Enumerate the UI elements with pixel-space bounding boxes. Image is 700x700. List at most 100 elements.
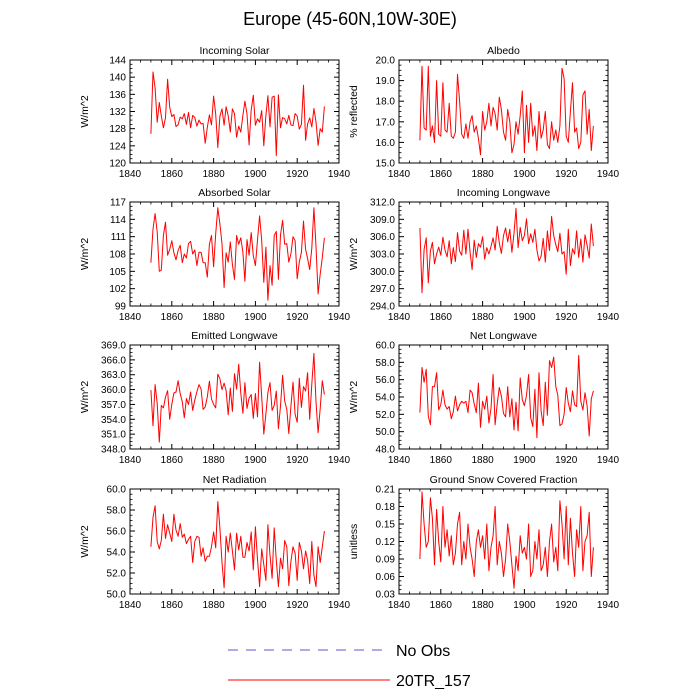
- panel-3-ytick-label: 108: [109, 250, 126, 261]
- panel-6-xtick-label: 1880: [471, 455, 494, 466]
- panel-2-ytick-label: 16.0: [376, 138, 396, 149]
- panel-2-xtick-label: 1880: [471, 169, 494, 180]
- panel-3-xtick-label: 1900: [244, 312, 267, 323]
- panel-4-ytick-label: 294.0: [370, 302, 395, 313]
- panel-6-series-line: [419, 354, 594, 439]
- panel-1-xtick-label: 1860: [161, 169, 184, 180]
- panel-6-xtick-label: 1860: [430, 455, 453, 466]
- panel-8-xtick-label: 1860: [430, 600, 453, 611]
- panel-1-xtick-label: 1920: [286, 169, 309, 180]
- panel-4-ytick-label: 309.0: [370, 215, 395, 226]
- panel-5-ytick-label: 351.0: [101, 430, 126, 441]
- panel-4-ytick-label: 312.0: [370, 198, 395, 209]
- panel-6-ylabel: W/m^2: [348, 381, 360, 414]
- panel-3-title: Absorbed Solar: [198, 187, 271, 199]
- panel-1-ytick-label: 132: [109, 107, 126, 118]
- panel-7-ytick-label: 50.0: [107, 590, 127, 601]
- panel-4-series-line: [419, 207, 594, 294]
- panel-3-xtick-label: 1840: [119, 312, 142, 323]
- panel-6-xtick-label: 1940: [597, 455, 620, 466]
- panel-6-xtick-label: 1900: [513, 455, 536, 466]
- panel-5-ylabel: W/m^2: [79, 381, 91, 414]
- panel-8-title: Ground Snow Covered Fraction: [430, 474, 578, 486]
- panel-4-ylabel: W/m^2: [348, 238, 360, 271]
- panel-4-xtick-label: 1940: [597, 312, 620, 323]
- panel-7-ytick-label: 54.0: [107, 548, 127, 559]
- panel-3-xtick-label: 1920: [286, 312, 309, 323]
- panel-8-ytick-label: 0.09: [376, 555, 396, 566]
- panel-7-xtick-label: 1900: [244, 600, 267, 611]
- page-title: Europe (45-60N,10W-30E): [243, 9, 457, 29]
- panel-1-xtick-label: 1840: [119, 169, 142, 180]
- panel-8-ytick-label: 0.03: [376, 590, 396, 601]
- panel-7-ylabel: W/m^2: [79, 525, 91, 558]
- panel-4-ytick-label: 303.0: [370, 250, 395, 261]
- panel-1-title: Incoming Solar: [199, 45, 270, 57]
- panel-2-series-line: [419, 65, 594, 156]
- panel-3-xtick-label: 1940: [328, 312, 351, 323]
- panel-5-xtick-label: 1940: [328, 455, 351, 466]
- panel-2-xtick-label: 1840: [388, 169, 411, 180]
- panel-7-ytick-label: 60.0: [107, 485, 127, 496]
- panel-5-ytick-label: 357.0: [101, 400, 126, 411]
- panel-4-title: Incoming Longwave: [457, 187, 551, 199]
- panel-3-ytick-label: 111: [111, 232, 127, 243]
- panel-2-frame: [398, 59, 609, 164]
- panel-4-xtick-label: 1900: [513, 312, 536, 323]
- panel-8-ytick-label: 0.21: [376, 485, 396, 496]
- panel-1-frame: [129, 59, 340, 164]
- panel-1-ylabel: W/m^2: [79, 95, 91, 128]
- panel-3-ytick-label: 99: [115, 302, 127, 313]
- legend-label-2: 20TR_157: [396, 673, 471, 690]
- panel-5-ytick-label: 366.0: [101, 355, 126, 366]
- panel-7-ytick-label: 52.0: [107, 569, 127, 580]
- panel-6-xtick-label: 1920: [555, 455, 578, 466]
- panel-8-xtick-label: 1900: [513, 600, 536, 611]
- panel-6-ytick-label: 50.0: [376, 427, 396, 438]
- panel-5-xtick-label: 1900: [244, 455, 267, 466]
- panel-1-ytick-label: 140: [109, 73, 126, 84]
- panel-1-series-line: [150, 71, 325, 157]
- panel-6-ytick-label: 52.0: [376, 410, 396, 421]
- panel-6-xtick-label: 1840: [388, 455, 411, 466]
- panel-3-frame: [129, 201, 340, 307]
- panel-5-series-line: [150, 352, 325, 443]
- panel-3-xtick-label: 1880: [202, 312, 225, 323]
- panel-2-xtick-label: 1900: [513, 169, 536, 180]
- panel-3-ylabel: W/m^2: [79, 238, 91, 271]
- panel-2-ylabel: % reflected: [348, 85, 360, 138]
- panel-1-xtick-label: 1880: [202, 169, 225, 180]
- panel-5-xtick-label: 1840: [119, 455, 142, 466]
- panel-3-ytick-label: 102: [109, 284, 126, 295]
- panel-7-xtick-label: 1920: [286, 600, 309, 611]
- panel-7-ytick-label: 58.0: [107, 506, 127, 517]
- panel-5-xtick-label: 1920: [286, 455, 309, 466]
- panel-7-xtick-label: 1880: [202, 600, 225, 611]
- panel-5-ytick-label: 369.0: [101, 341, 126, 352]
- panel-8-ytick-label: 0.06: [376, 572, 396, 583]
- panel-2-xtick-label: 1940: [597, 169, 620, 180]
- panel-2-xtick-label: 1860: [430, 169, 453, 180]
- panel-7-ytick-label: 56.0: [107, 527, 127, 538]
- panel-3-ytick-label: 117: [110, 198, 126, 209]
- panel-7-title: Net Radiation: [203, 474, 267, 486]
- panel-2-ytick-label: 18.0: [376, 97, 396, 108]
- panel-8-xtick-label: 1940: [597, 600, 620, 611]
- panel-8-ytick-label: 0.12: [376, 537, 396, 548]
- panel-7-xtick-label: 1940: [328, 600, 351, 611]
- panel-4-xtick-label: 1860: [430, 312, 453, 323]
- panel-7-xtick-label: 1860: [161, 600, 184, 611]
- panel-8-ytick-label: 0.15: [376, 520, 396, 531]
- panel-1-xtick-label: 1940: [328, 169, 351, 180]
- panel-5-ytick-label: 363.0: [101, 370, 126, 381]
- panel-4-xtick-label: 1840: [388, 312, 411, 323]
- panel-8-series-line: [419, 491, 594, 589]
- panel-2-ytick-label: 20.0: [376, 56, 396, 67]
- panel-6-ytick-label: 60.0: [376, 341, 396, 352]
- panel-4-xtick-label: 1880: [471, 312, 494, 323]
- panel-4-ytick-label: 300.0: [370, 267, 395, 278]
- panel-4-ytick-label: 297.0: [370, 284, 395, 295]
- panel-5-title: Emitted Longwave: [191, 330, 278, 342]
- panel-8-xtick-label: 1920: [555, 600, 578, 611]
